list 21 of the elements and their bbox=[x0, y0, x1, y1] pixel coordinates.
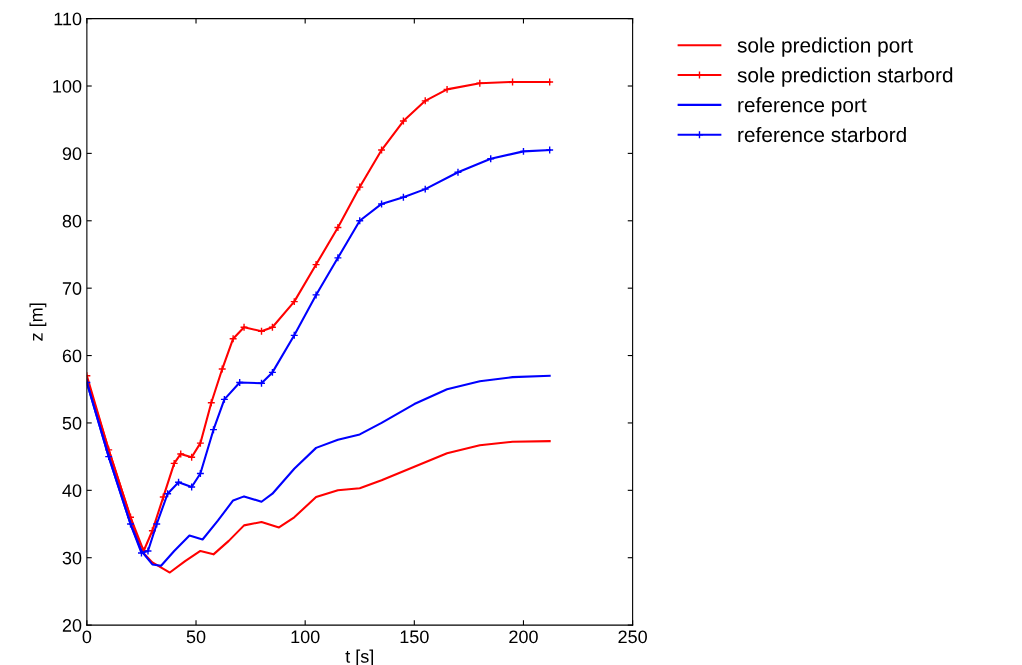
y-tick-label: 90 bbox=[62, 147, 82, 161]
y-tick-label: 20 bbox=[62, 619, 82, 632]
y-tick-label: 50 bbox=[62, 416, 82, 430]
legend-label: sole prediction starbord bbox=[737, 67, 953, 87]
y-tick-label: 100 bbox=[53, 79, 82, 93]
y-tick-label: 110 bbox=[54, 12, 82, 26]
legend-label: reference starbord bbox=[738, 126, 906, 143]
x-tick-label: 50 bbox=[186, 630, 206, 644]
x-tick-label: 200 bbox=[509, 630, 538, 644]
x-tick-label: 100 bbox=[291, 630, 320, 644]
legend-label: reference port bbox=[738, 97, 867, 117]
y-tick-label: 40 bbox=[62, 484, 82, 498]
x-tick-label: 250 bbox=[618, 630, 647, 644]
legend-label: sole prediction port bbox=[737, 37, 913, 57]
y-tick-label: 70 bbox=[62, 282, 82, 295]
x-tick-label: 150 bbox=[400, 630, 429, 644]
y-axis-title: z [m] bbox=[29, 303, 47, 341]
y-tick-label: 80 bbox=[62, 214, 82, 228]
x-tick-label: 0 bbox=[82, 630, 92, 644]
y-tick-label: 30 bbox=[62, 551, 82, 565]
y-tick-label: 60 bbox=[62, 349, 82, 363]
